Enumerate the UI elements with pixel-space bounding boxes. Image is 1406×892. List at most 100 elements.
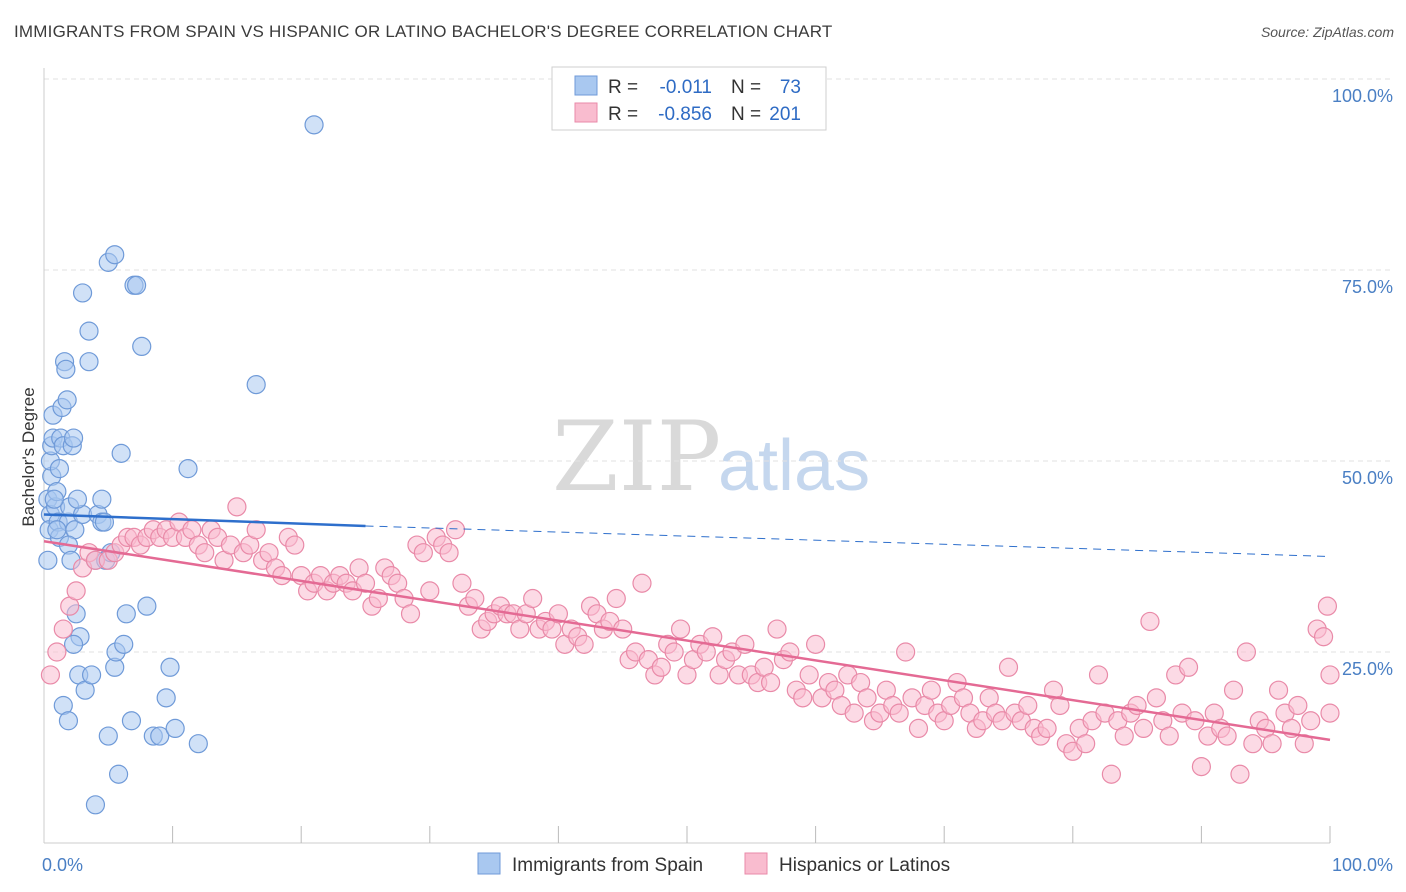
spain-point-18 [56,359,76,379]
hispanic-point-117 [799,665,819,685]
spain-point-63 [160,657,180,677]
hispanic-point-193 [1288,695,1308,716]
spain-point-23 [63,428,84,448]
bottom-legend-label-hispanic: Hispanics or Latinos [779,855,950,876]
stats-legend-swatch-hispanic [574,102,598,123]
hispanic-point-2 [53,619,73,639]
gridlines [44,78,1392,653]
hispanic-point-97 [670,619,691,639]
hispanic-point-4 [66,581,86,601]
hispanic-point-58 [420,581,440,601]
bottom-legend-swatch-spain [477,852,501,875]
hispanic-point-126 [857,688,877,708]
spain-point-35 [79,321,99,341]
hispanic-point-87 [606,588,626,609]
spain-point-65 [178,459,198,479]
hispanic-point-183 [1223,680,1244,700]
hispanic-point-199 [1320,665,1340,685]
hispanic-point-112 [767,619,787,639]
spain-point-71 [47,520,67,540]
spain-point-54 [116,604,136,624]
spain-point-68 [304,115,324,135]
hispanic-point-63 [452,573,472,593]
hispanic-point-48 [355,573,376,593]
stats-legend-r-value-hispanic: -0.856 [658,104,712,125]
hispanic-trendline [43,539,1331,742]
hispanic-point-164 [1101,764,1121,784]
hispanic-point-171 [1146,688,1166,708]
hispanic-point-55 [400,604,421,624]
chart-title: IMMIGRANTS FROM SPAIN VS HISPANIC OR LAT… [14,22,833,41]
stats-legend: R = -0.011 N = 73 R = -0.856 N = 201 [551,66,827,131]
spain-point-59 [137,596,157,616]
spain-point-51 [108,764,129,784]
spain-point-72 [67,489,88,509]
stats-legend-n-label-hispanic: N = [731,104,761,125]
stats-legend-box [551,66,827,131]
hispanic-point-23 [195,543,215,563]
hispanic-point-31 [246,520,266,540]
spain-point-69 [85,795,106,815]
spain-point-52 [111,443,131,463]
spain-point-19 [57,390,77,410]
spain-point-3 [38,550,58,570]
hispanic-point-162 [1088,665,1109,685]
hispanic-point-131 [889,703,909,723]
spain-point-44 [105,245,125,265]
spain-point-38 [58,711,79,731]
spain-point-66 [188,734,208,754]
spain-point-58 [132,336,152,356]
y-tick-label-75: 75.0% [1342,277,1393,297]
hispanic-point-176 [1178,657,1199,677]
hispanic-point-61 [439,543,459,563]
stats-legend-n-label-spain: N = [731,77,761,98]
trendlines [43,513,1331,742]
hispanic-point-1 [47,642,67,662]
x-axis-ticks [172,826,1331,843]
stats-legend-r-value-spain: -0.011 [660,77,712,98]
stats-legend-n-value-hispanic: 201 [769,104,801,125]
hispanic-point-186 [1243,734,1263,754]
hispanic-point-151 [1018,695,1038,716]
hispanic-point-65 [465,588,485,609]
hispanic-point-182 [1217,726,1237,746]
hispanic-point-94 [651,657,671,677]
hispanic-point-148 [998,657,1019,677]
x-tick-label-100: 100.0% [1332,855,1393,875]
hispanic-point-197 [1313,627,1334,647]
hispanic-point-118 [805,634,826,654]
hispanic-point-166 [1114,726,1134,746]
hispanic-point-184 [1230,764,1250,784]
hispanic-point-160 [1076,734,1096,754]
x-tick-label-0: 0.0% [42,855,83,875]
hispanic-point-198 [1317,596,1338,616]
spain-point-55 [121,711,142,731]
y-tick-label-25: 25.0% [1342,659,1393,679]
bottom-legend: Immigrants from Spain Hispanics or Latin… [477,852,950,876]
hispanic-point-190 [1268,680,1289,700]
spain-point-53 [114,634,134,654]
hispanic-point-62 [445,520,466,540]
hispanic-point-124 [844,703,864,723]
y-axis-label: Bachelor's Degree [19,387,38,526]
hispanic-point-200 [1320,703,1340,723]
watermark: ZIP atlas [552,401,870,513]
series-hispanics-or-latinos-points [40,497,1340,784]
spain-point-13 [49,459,70,479]
spain-point-34 [79,352,99,372]
spain-point-67 [246,375,266,395]
series-immigrants-from-spain-points [38,115,324,815]
hispanic-point-170 [1140,611,1160,632]
spain-point-36 [81,665,102,685]
hispanic-point-169 [1133,718,1154,739]
hispanic-point-82 [574,634,594,654]
hispanic-point-132 [896,642,916,662]
hispanic-point-111 [760,672,781,693]
source-credit: Source: ZipAtlas.com [1260,24,1394,40]
hispanic-point-28 [227,497,247,517]
stats-legend-r-label-spain: R = [608,77,638,98]
spain-point-57 [126,275,147,295]
hispanic-point-154 [1037,718,1057,739]
spain-point-31 [72,283,93,303]
